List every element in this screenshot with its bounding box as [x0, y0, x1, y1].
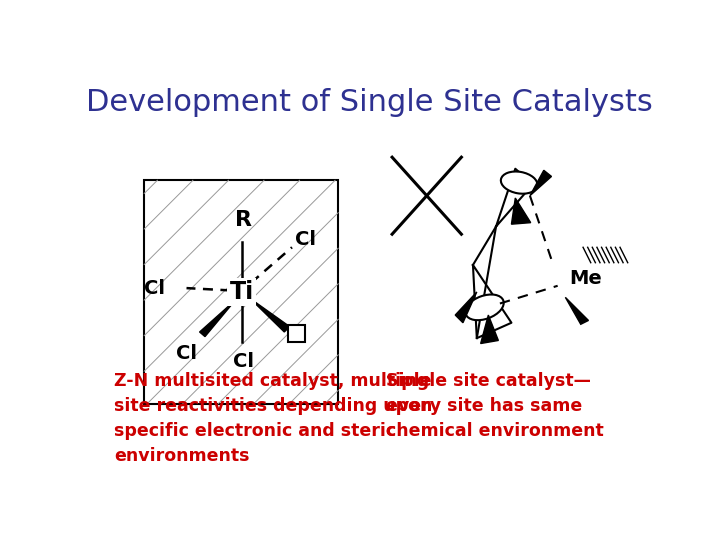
Ellipse shape [465, 294, 504, 320]
Text: Cl: Cl [144, 279, 165, 298]
Polygon shape [199, 300, 235, 336]
Polygon shape [511, 198, 531, 224]
Text: Ti: Ti [230, 280, 254, 304]
Text: Single site catalyst—
every site has same
chemical environment: Single site catalyst— every site has sam… [386, 373, 603, 441]
Text: Cl: Cl [176, 345, 197, 363]
Bar [288, 325, 305, 342]
Text: Me: Me [570, 268, 602, 288]
Text: Development of Single Site Catalysts: Development of Single Site Catalysts [86, 88, 652, 117]
Text: R: R [235, 211, 252, 231]
Polygon shape [530, 170, 552, 195]
Ellipse shape [501, 172, 537, 194]
Text: Cl: Cl [233, 352, 254, 371]
Polygon shape [455, 292, 477, 323]
Text: Cl: Cl [294, 230, 315, 249]
Text: Z-N multisited catalyst, multiple
site reactivities depending upon
specific elec: Z-N multisited catalyst, multiple site r… [114, 373, 432, 465]
Polygon shape [481, 315, 498, 343]
Polygon shape [565, 298, 588, 325]
Bar [144, 180, 338, 403]
Polygon shape [250, 298, 289, 332]
